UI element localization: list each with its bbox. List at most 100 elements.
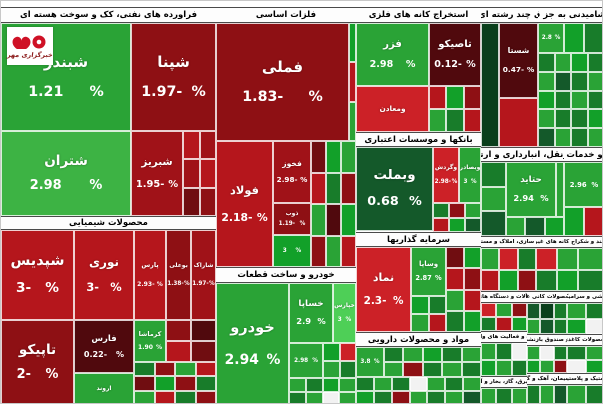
stock-tile-small[interactable] xyxy=(567,346,586,360)
stock-tile-small[interactable] xyxy=(585,303,602,319)
stock-tile-small[interactable] xyxy=(195,376,216,391)
stock-tile-small[interactable] xyxy=(191,341,216,362)
stock-tile-small[interactable] xyxy=(463,310,481,332)
stock-tile[interactable]: خساپا% 2.9 xyxy=(289,283,333,343)
stock-tile-small[interactable] xyxy=(496,359,512,376)
stock-tile-small[interactable] xyxy=(481,186,506,212)
stock-tile-small[interactable] xyxy=(540,346,554,360)
stock-tile-small[interactable] xyxy=(496,317,512,331)
stock-tile-small[interactable] xyxy=(481,269,500,291)
stock-tile-small[interactable] xyxy=(564,207,584,236)
stock-tile-small[interactable] xyxy=(465,217,481,232)
stock-tile-small[interactable] xyxy=(446,247,464,269)
stock-tile[interactable]: اروند xyxy=(74,373,134,403)
stock-tile-small[interactable] xyxy=(341,204,356,236)
stock-tile-small[interactable] xyxy=(433,217,449,232)
stock-tile-small[interactable] xyxy=(199,187,216,216)
stock-tile-small[interactable] xyxy=(323,343,340,361)
stock-tile-small[interactable] xyxy=(496,343,512,360)
stock-tile-small[interactable] xyxy=(517,248,536,270)
stock-tile-small[interactable] xyxy=(195,390,216,403)
stock-tile-small[interactable] xyxy=(409,391,428,403)
stock-tile-small[interactable] xyxy=(403,362,423,377)
stock-tile-small[interactable] xyxy=(183,187,200,216)
stock-tile-small[interactable] xyxy=(585,385,602,403)
stock-tile-small[interactable] xyxy=(587,71,602,91)
stock-tile-small[interactable] xyxy=(578,269,602,291)
stock-tile-small[interactable] xyxy=(567,318,586,334)
stock-tile-small[interactable] xyxy=(166,341,191,362)
stock-tile[interactable]: ومعادن xyxy=(356,86,429,132)
stock-tile-small[interactable] xyxy=(356,377,374,391)
stock-tile-small[interactable] xyxy=(199,131,216,160)
stock-tile-small[interactable] xyxy=(584,207,602,236)
stock-tile[interactable]: تاصیکو% 0.12- xyxy=(429,23,481,86)
stock-tile-small[interactable] xyxy=(339,343,356,361)
stock-tile-small[interactable] xyxy=(326,141,341,173)
stock-tile-small[interactable] xyxy=(429,109,447,132)
stock-tile[interactable]: وساپا% 2.87 xyxy=(411,247,446,296)
stock-tile-small[interactable] xyxy=(511,388,527,403)
stock-tile-small[interactable] xyxy=(373,391,392,403)
stock-tile[interactable]: % 3.8 xyxy=(356,347,384,377)
stock-tile-small[interactable] xyxy=(517,269,536,291)
stock-tile-small[interactable] xyxy=(463,391,481,403)
stock-tile-small[interactable] xyxy=(422,362,443,377)
stock-tile-small[interactable] xyxy=(391,391,410,403)
stock-tile-small[interactable] xyxy=(571,71,588,91)
stock-tile-small[interactable] xyxy=(525,217,545,236)
stock-tile-small[interactable] xyxy=(445,377,464,391)
stock-tile-small[interactable] xyxy=(289,378,306,392)
stock-tile-small[interactable] xyxy=(506,217,526,236)
stock-tile-small[interactable] xyxy=(154,376,175,391)
stock-tile-small[interactable] xyxy=(134,362,155,377)
stock-tile[interactable]: فزر% 2.98 xyxy=(356,23,429,86)
stock-tile-small[interactable] xyxy=(349,62,356,102)
stock-tile-small[interactable] xyxy=(499,269,518,291)
stock-tile-small[interactable] xyxy=(305,391,323,403)
stock-tile-small[interactable] xyxy=(461,362,481,377)
stock-tile-small[interactable] xyxy=(349,23,356,63)
stock-tile-small[interactable] xyxy=(481,388,497,403)
stock-tile-small[interactable] xyxy=(305,378,323,392)
stock-tile-small[interactable] xyxy=(567,385,586,403)
stock-tile[interactable]: وبصادر% 3 xyxy=(459,147,481,203)
stock-tile-small[interactable] xyxy=(553,385,567,403)
stock-tile-small[interactable] xyxy=(341,172,356,204)
stock-tile-small[interactable] xyxy=(445,391,464,403)
stock-tile-small[interactable] xyxy=(446,310,464,332)
stock-tile[interactable]: ذوب% 1.19- xyxy=(273,203,311,235)
stock-tile-small[interactable] xyxy=(289,391,306,403)
stock-tile-small[interactable] xyxy=(463,109,481,132)
stock-tile-small[interactable] xyxy=(587,53,602,72)
stock-tile-small[interactable] xyxy=(511,343,527,360)
stock-tile-small[interactable] xyxy=(384,362,404,377)
stock-tile-small[interactable] xyxy=(446,289,464,311)
stock-tile[interactable]: شتران% 2.98 xyxy=(1,131,131,216)
stock-tile-small[interactable] xyxy=(449,217,465,232)
stock-tile-small[interactable] xyxy=(463,247,481,269)
stock-tile[interactable]: % 2.98 xyxy=(289,343,323,378)
stock-tile-small[interactable] xyxy=(191,320,216,341)
stock-tile-small[interactable] xyxy=(411,314,429,332)
stock-tile-small[interactable] xyxy=(326,235,341,267)
stock-tile-small[interactable] xyxy=(427,391,446,403)
stock-tile-small[interactable] xyxy=(496,303,512,317)
stock-tile-small[interactable] xyxy=(585,346,602,360)
stock-tile-small[interactable] xyxy=(481,359,497,376)
stock-tile-small[interactable] xyxy=(538,71,555,91)
stock-tile-small[interactable] xyxy=(311,235,326,267)
stock-tile[interactable]: تاپیکو% 2- xyxy=(1,320,74,403)
stock-tile-small[interactable] xyxy=(553,346,567,360)
stock-tile-small[interactable] xyxy=(511,359,527,376)
stock-tile-small[interactable] xyxy=(571,109,588,129)
stock-tile-small[interactable] xyxy=(511,317,527,331)
stock-tile-small[interactable] xyxy=(442,362,462,377)
stock-tile[interactable]: حتاید% 2.94 xyxy=(506,162,556,217)
stock-tile-small[interactable] xyxy=(527,346,541,360)
stock-tile[interactable]: % 3 xyxy=(273,235,311,267)
stock-tile-small[interactable] xyxy=(481,248,500,270)
stock-tile-small[interactable] xyxy=(311,141,326,173)
stock-tile-small[interactable] xyxy=(481,303,497,317)
stock-tile[interactable]: خودرو% 2.94 xyxy=(216,283,289,403)
